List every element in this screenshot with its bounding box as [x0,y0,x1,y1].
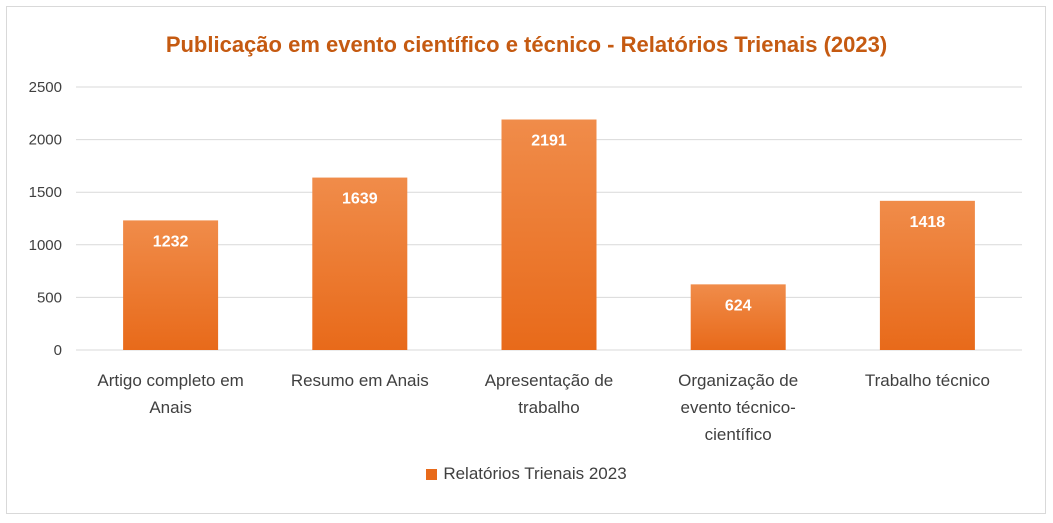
legend: Relatórios Trienais 2023 [0,464,1053,484]
x-category-label: Anais [149,398,192,417]
bar [312,177,408,350]
legend-label: Relatórios Trienais 2023 [443,464,627,483]
bar [123,220,219,350]
x-category-label: Organização de [678,371,798,390]
chart-title: Publicação em evento científico e técnic… [165,32,888,57]
bar [690,284,786,350]
x-category-label: científico [705,425,772,444]
data-label: 1232 [153,233,189,250]
x-axis-category-labels: Artigo completo em Anais Resumo em Anais Ap… [97,371,990,444]
bar [879,200,975,350]
data-label: 1639 [342,191,378,208]
data-label: 624 [725,297,752,314]
data-label: 1418 [910,214,946,231]
y-tick-label: 2500 [29,79,62,96]
legend-swatch [426,468,438,480]
x-category-label: Apresentação de [485,371,614,390]
bars [123,119,975,350]
bar [501,119,597,350]
x-category-label: Resumo em Anais [291,371,429,390]
y-tick-label: 2000 [29,132,62,149]
x-category-label: Trabalho técnico [865,371,990,390]
y-tick-label: 500 [37,289,62,306]
data-label: 2191 [531,133,567,150]
y-tick-label: 0 [54,342,62,359]
data-labels: 1232 1639 2191 624 1418 [153,133,945,315]
x-category-label: trabalho [518,398,579,417]
y-tick-label: 1000 [29,237,62,254]
x-category-label: evento técnico- [681,398,796,417]
x-category-label: Artigo completo em [97,371,243,390]
y-axis-tick-labels: 0 500 1000 1500 2000 2500 [29,79,62,359]
bar-chart-plot: 0 500 1000 1500 2000 2500 1232 1639 2191 624 1418… [29,79,1022,444]
y-tick-label: 1500 [29,184,62,201]
